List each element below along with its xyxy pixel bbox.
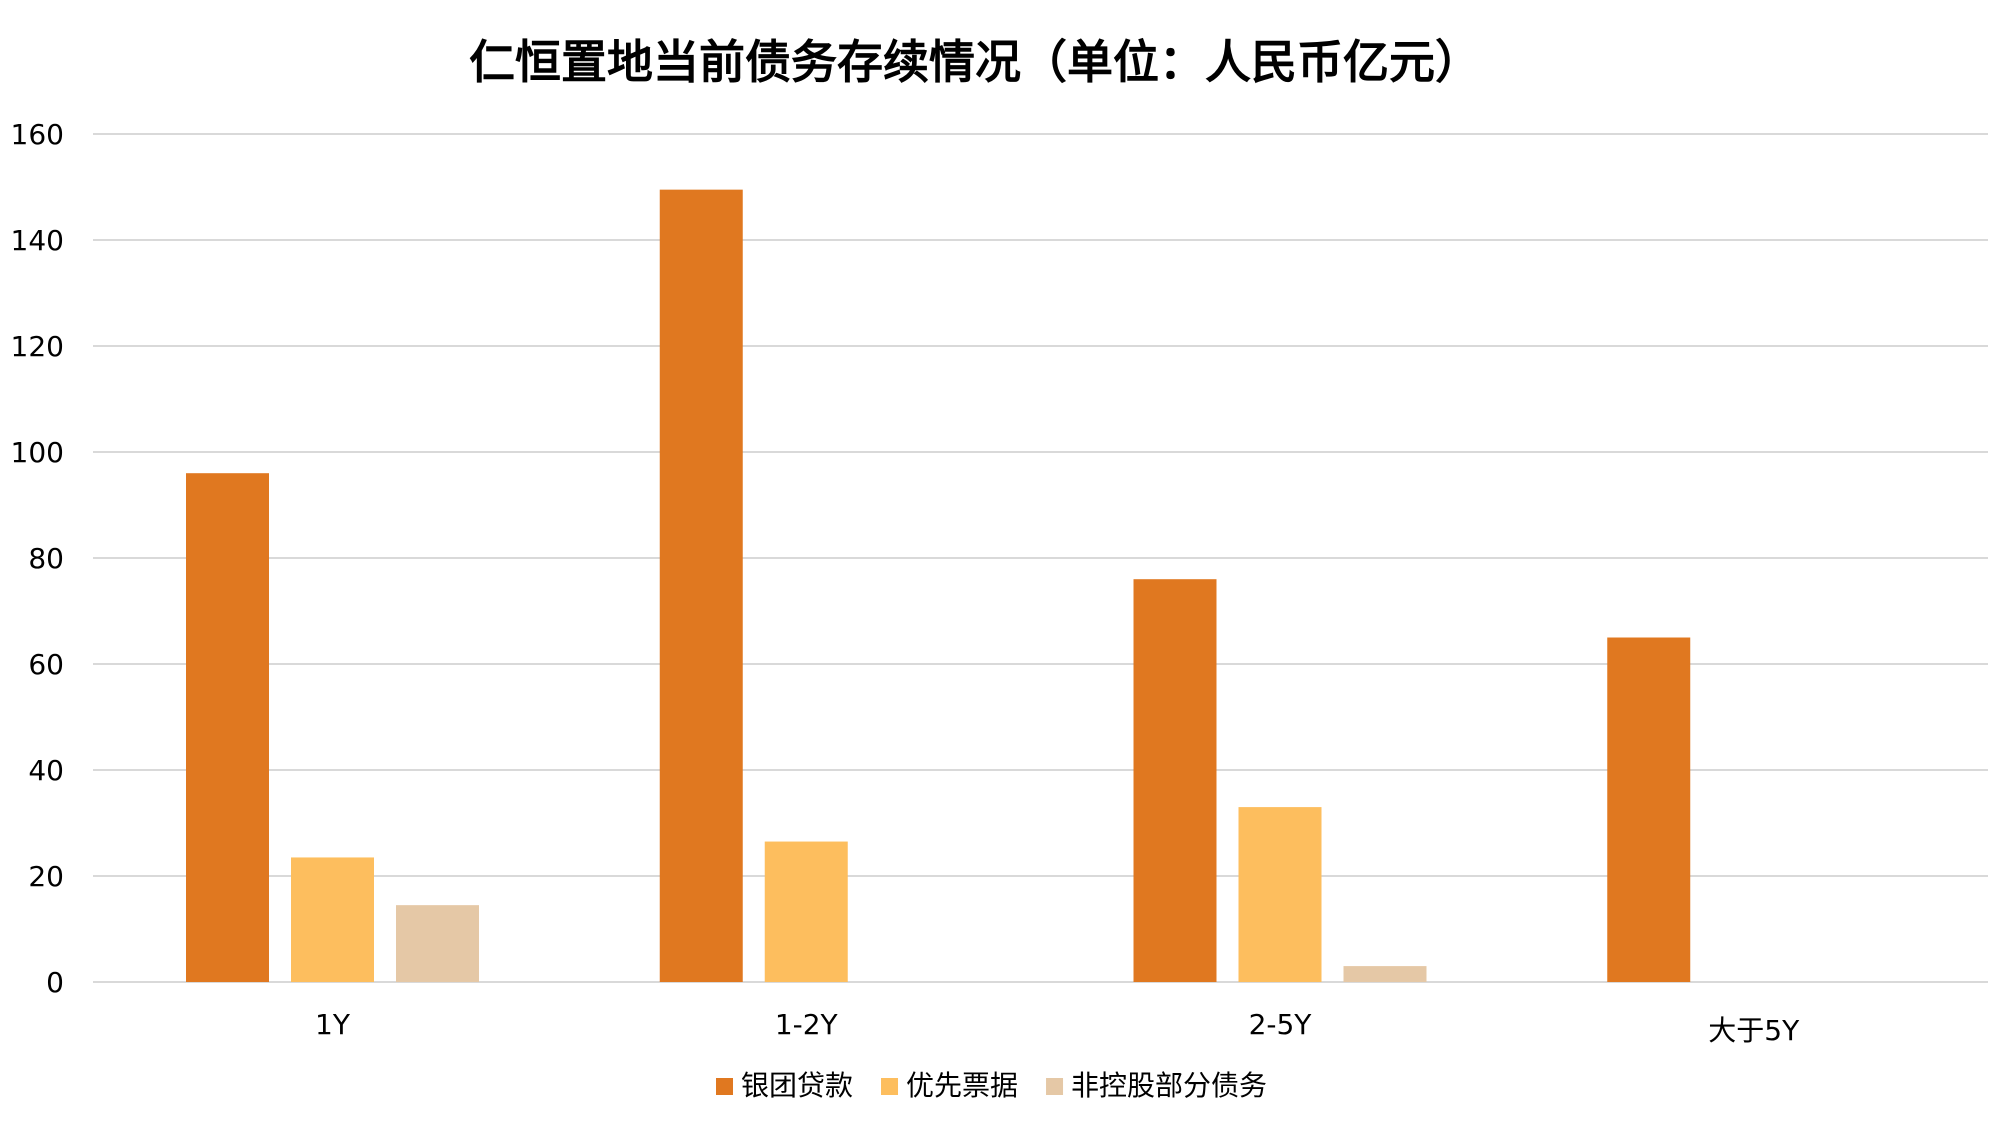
y-tick-label: 0 [46,966,64,999]
legend-swatch [1046,1078,1064,1095]
legend-label: 银团贷款 [741,1069,853,1102]
bar [1238,807,1322,982]
x-tick-label: 大于5Y [1708,1014,1800,1047]
bar [659,189,743,982]
bar [1133,579,1217,982]
x-tick-label: 1-2Y [775,1008,839,1041]
y-tick-label: 40 [28,754,64,787]
y-tick-label: 60 [28,648,64,681]
gridlines [93,133,1988,983]
x-axis-ticks: 1Y 1-2Y 2-5Y 大于5Y [315,1008,1800,1047]
x-tick-label: 2-5Y [1249,1008,1313,1041]
chart-title: 仁恒置地当前债务存续情况（单位：人民币亿元） [469,35,1481,89]
y-tick-label: 100 [11,436,64,469]
legend-swatch [716,1078,733,1095]
x-tick-label: 1Y [315,1008,351,1041]
y-tick-label: 120 [11,330,64,363]
y-axis-ticks: 0 20 40 60 80 100 120 140 160 [11,118,64,999]
legend-label: 非控股部分债务 [1071,1069,1267,1102]
bar [764,841,848,982]
legend: 银团贷款 优先票据 非控股部分债务 [716,1069,1267,1102]
bar [1343,966,1427,982]
bar [396,905,479,982]
bars [186,189,1691,982]
y-tick-label: 160 [11,118,64,151]
bar [186,473,269,982]
legend-swatch [881,1078,899,1095]
y-tick-label: 80 [28,542,64,575]
y-tick-label: 140 [11,224,64,257]
y-tick-label: 20 [28,860,64,893]
bar [291,857,374,982]
legend-label: 优先票据 [906,1069,1018,1102]
bar [1607,637,1691,982]
